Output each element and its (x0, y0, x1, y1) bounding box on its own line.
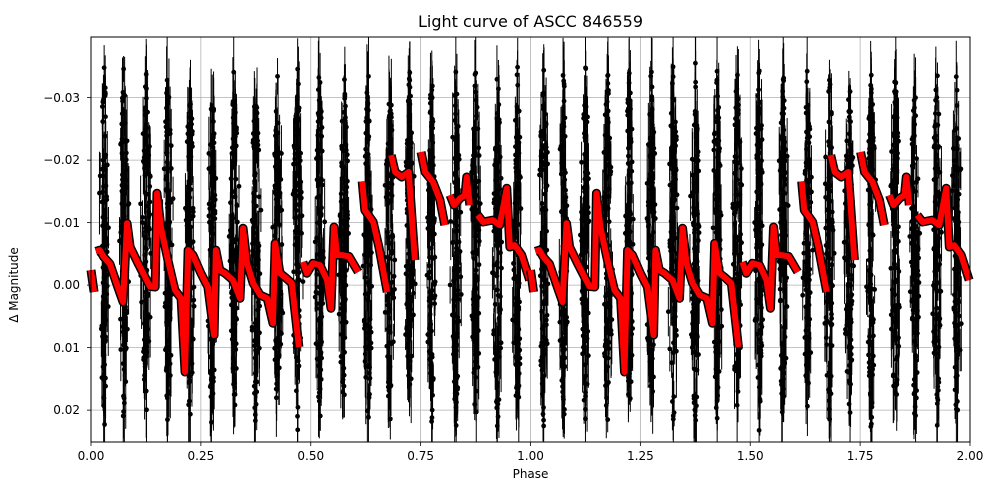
x-tick-label: 1.00 (517, 449, 544, 463)
x-tick-label: 1.50 (736, 449, 764, 463)
x-tick-label: 0.75 (407, 449, 434, 463)
x-axis-label: Phase (512, 467, 549, 481)
grid-lines (90, 37, 971, 442)
x-tick-label: 1.25 (627, 449, 654, 463)
x-tick-label: 0.50 (297, 449, 325, 463)
y-tick-label: 0.02 (53, 403, 80, 418)
chart-title: Light curve of ASCC 846559 (417, 12, 644, 31)
x-tick-label: 0.25 (187, 449, 215, 463)
model-curve (86, 151, 974, 377)
tick-marks (87, 97, 971, 446)
y-axis-label: Δ Magnitude (7, 247, 21, 323)
y-tick-label: 0.01 (53, 340, 80, 355)
x-tick-label: 0.00 (77, 449, 105, 463)
y-tick-label: −0.01 (43, 215, 80, 230)
y-tick-label: 0.00 (53, 278, 80, 293)
x-tick-label: 1.75 (846, 449, 874, 463)
x-tick-label: 2.00 (956, 449, 984, 463)
y-tick-label: −0.02 (43, 153, 80, 168)
y-tick-label: −0.03 (43, 90, 80, 105)
